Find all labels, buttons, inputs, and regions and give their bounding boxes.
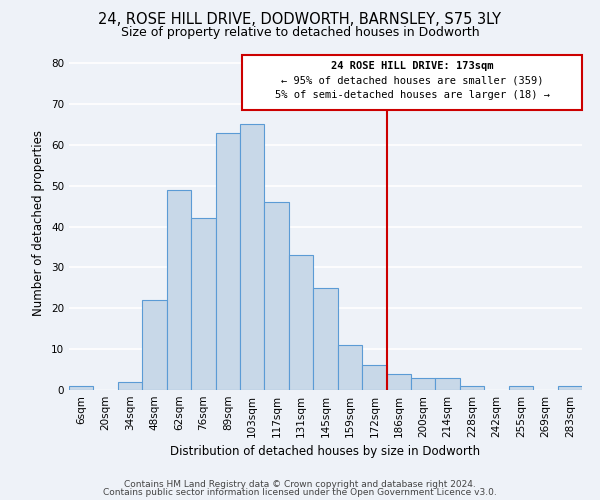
Bar — [386, 374, 411, 390]
Bar — [509, 386, 533, 390]
Text: Contains public sector information licensed under the Open Government Licence v3: Contains public sector information licen… — [103, 488, 497, 497]
Bar — [118, 382, 142, 390]
Bar — [191, 218, 215, 390]
Y-axis label: Number of detached properties: Number of detached properties — [32, 130, 46, 316]
Text: 24, ROSE HILL DRIVE, DODWORTH, BARNSLEY, S75 3LY: 24, ROSE HILL DRIVE, DODWORTH, BARNSLEY,… — [98, 12, 502, 28]
Bar — [240, 124, 265, 390]
Bar — [142, 300, 167, 390]
FancyBboxPatch shape — [242, 55, 582, 110]
Bar — [265, 202, 289, 390]
Bar — [411, 378, 436, 390]
Text: 24 ROSE HILL DRIVE: 173sqm: 24 ROSE HILL DRIVE: 173sqm — [331, 61, 493, 71]
Bar — [69, 386, 94, 390]
Text: Contains HM Land Registry data © Crown copyright and database right 2024.: Contains HM Land Registry data © Crown c… — [124, 480, 476, 489]
Bar — [338, 345, 362, 390]
Bar — [557, 386, 582, 390]
Text: ← 95% of detached houses are smaller (359): ← 95% of detached houses are smaller (35… — [281, 76, 544, 86]
Bar — [167, 190, 191, 390]
Bar — [215, 132, 240, 390]
Bar — [289, 255, 313, 390]
X-axis label: Distribution of detached houses by size in Dodworth: Distribution of detached houses by size … — [170, 446, 481, 458]
Text: Size of property relative to detached houses in Dodworth: Size of property relative to detached ho… — [121, 26, 479, 39]
Bar — [313, 288, 338, 390]
Text: 5% of semi-detached houses are larger (18) →: 5% of semi-detached houses are larger (1… — [275, 90, 550, 100]
Bar — [362, 366, 386, 390]
Bar — [460, 386, 484, 390]
Bar — [436, 378, 460, 390]
